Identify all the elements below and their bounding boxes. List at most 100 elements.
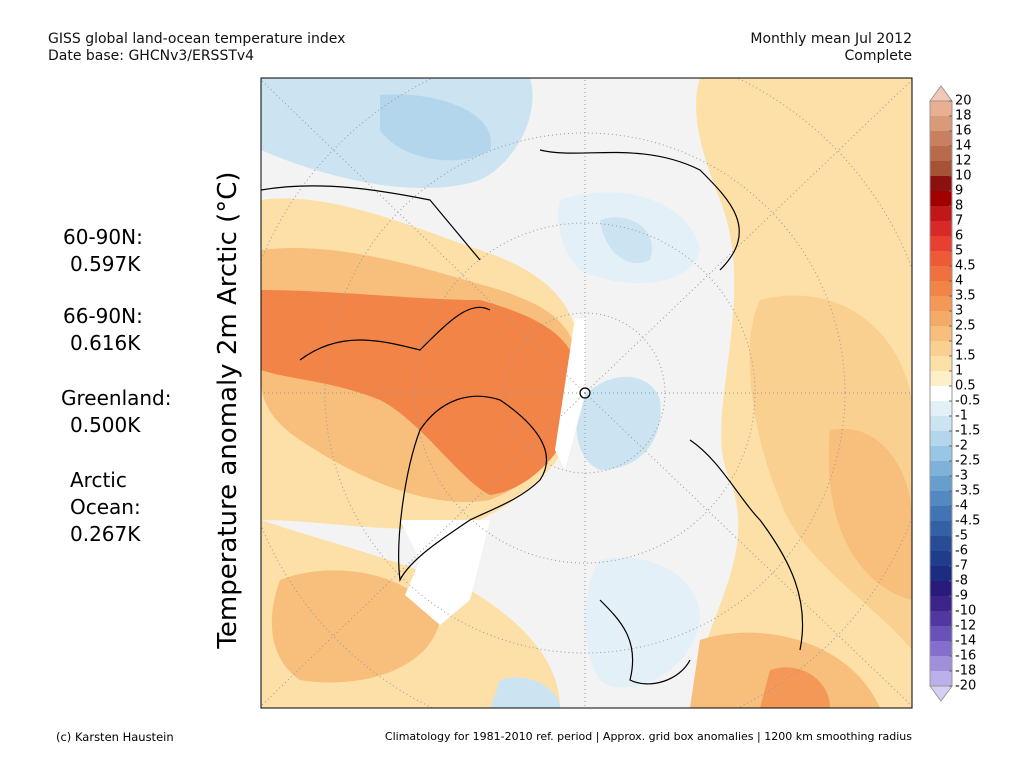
colorbar-segment <box>930 371 952 387</box>
stat-value: 0.616K <box>70 331 141 355</box>
colorbar-label: -5 <box>955 529 968 544</box>
colorbar-label: -4 <box>955 499 968 514</box>
colorbar-label: -6 <box>955 544 968 559</box>
colorbar-segment <box>930 611 952 627</box>
footnote: Climatology for 1981-2010 ref. period | … <box>384 730 912 743</box>
title: GISS global land-ocean temperature index <box>48 31 346 47</box>
stat-label: 66-90N: <box>63 304 143 328</box>
colorbar-segment <box>930 386 952 402</box>
colorbar-segment <box>930 281 952 297</box>
period: Monthly mean Jul 2012 <box>750 31 912 47</box>
stat-label: Arctic Ocean: <box>70 468 141 519</box>
colorbar-end <box>929 85 953 102</box>
colorbar-segment <box>930 326 952 342</box>
colorbar-segment <box>930 671 952 687</box>
colorbar-segment <box>930 131 952 147</box>
colorbar-label: 6 <box>955 229 963 244</box>
colorbar-segment <box>930 251 952 267</box>
colorbar-segment <box>930 221 952 237</box>
colorbar-label: -9 <box>955 589 968 604</box>
colorbar-label: 12 <box>955 154 972 169</box>
colorbar-label: 2 <box>955 334 963 349</box>
colorbar-label: -0.5 <box>955 394 980 409</box>
colorbar-segment <box>930 641 952 657</box>
colorbar-label: 3.5 <box>955 289 976 304</box>
colorbar-label: 8 <box>955 199 963 214</box>
map-frame <box>260 77 913 709</box>
colorbar-label: 14 <box>955 139 972 154</box>
colorbar-segment <box>930 506 952 522</box>
colorbar-label: -3.5 <box>955 484 980 499</box>
colorbar-segment <box>930 476 952 492</box>
colorbar-segment <box>930 311 952 327</box>
colorbar-label: 16 <box>955 124 972 139</box>
colorbar-label: -2.5 <box>955 454 980 469</box>
colorbar-label: -7 <box>955 559 968 574</box>
colorbar-segment <box>930 416 952 432</box>
stat-value: 0.500K <box>70 413 141 437</box>
colorbar-label: 4.5 <box>955 259 976 274</box>
colorbar-label: -18 <box>955 664 976 679</box>
colorbar-segment <box>930 446 952 462</box>
colorbar-segment <box>930 206 952 222</box>
colorbar-segment <box>930 236 952 252</box>
colorbar-segment <box>930 341 952 357</box>
colorbar-segment <box>930 161 952 177</box>
colorbar-segment <box>930 101 952 117</box>
colorbar-segment <box>930 581 952 597</box>
colorbar-label: -16 <box>955 649 976 664</box>
colorbar-label: -10 <box>955 604 976 619</box>
stat-value: 0.597K <box>70 252 141 276</box>
colorbar-segment <box>930 146 952 162</box>
colorbar-label: -12 <box>955 619 976 634</box>
colorbar-segment <box>930 176 952 192</box>
stat-label: 60-90N: <box>63 225 143 249</box>
colorbar-segment <box>930 266 952 282</box>
colorbar-segment <box>930 551 952 567</box>
colorbar-label: -1 <box>955 409 968 424</box>
colorbar-label: 3 <box>955 304 963 319</box>
colorbar-segment <box>930 566 952 582</box>
colorbar-segment <box>930 536 952 552</box>
colorbar-label: 4 <box>955 274 963 289</box>
colorbar-label: 20 <box>955 94 972 109</box>
colorbar-label: -3 <box>955 469 968 484</box>
colorbar-segment <box>930 191 952 207</box>
colorbar-label: 5 <box>955 244 963 259</box>
colorbar-label: 1.5 <box>955 349 976 364</box>
colorbar-end <box>929 685 953 702</box>
colorbar-frame <box>929 100 953 687</box>
colorbar-label: 18 <box>955 109 972 124</box>
colorbar-segment <box>930 656 952 672</box>
colorbar-label: -4.5 <box>955 514 980 529</box>
colorbar-label: -8 <box>955 574 968 589</box>
colorbar-label: 2.5 <box>955 319 976 334</box>
status: Complete <box>844 48 912 64</box>
colorbar-label: 7 <box>955 214 963 229</box>
colorbar-label: -2 <box>955 439 968 454</box>
stat-label: Greenland: <box>61 386 172 410</box>
colorbar-label: -1.5 <box>955 424 980 439</box>
colorbar-segment <box>930 596 952 612</box>
colorbar-segment <box>930 461 952 477</box>
colorbar-segment <box>930 521 952 537</box>
colorbar-segment <box>930 116 952 132</box>
colorbar-label: -14 <box>955 634 976 649</box>
colorbar-label: -20 <box>955 679 976 694</box>
colorbar-segment <box>930 431 952 447</box>
colorbar-label: 10 <box>955 169 972 184</box>
subtitle: Date base: GHCNv3/ERSSTv4 <box>48 48 255 64</box>
stat-value: 0.267K <box>70 522 141 546</box>
colorbar-segment <box>930 401 952 417</box>
colorbar-segment <box>930 356 952 372</box>
colorbar-segment <box>930 491 952 507</box>
colorbar-label: 1 <box>955 364 963 379</box>
credit: (c) Karsten Haustein <box>56 730 174 744</box>
colorbar-segment <box>930 626 952 642</box>
colorbar-label: 0.5 <box>955 379 976 394</box>
colorbar-segment <box>930 296 952 312</box>
colorbar-label: 9 <box>955 184 963 199</box>
map-field <box>261 78 912 708</box>
